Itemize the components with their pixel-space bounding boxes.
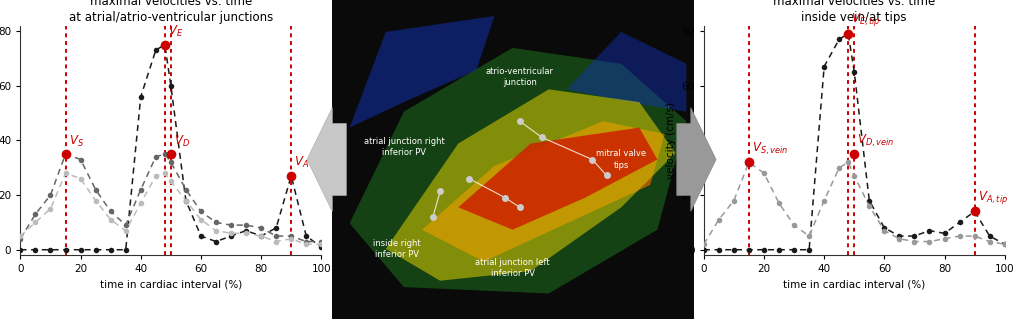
Text: $V_{D}$: $V_{D}$ <box>173 133 190 149</box>
Y-axis label: velocity (cm/s): velocity (cm/s) <box>665 102 676 179</box>
Text: $V_{S,vein}$: $V_{S,vein}$ <box>751 140 788 157</box>
FancyArrow shape <box>677 108 715 211</box>
Polygon shape <box>350 16 494 128</box>
X-axis label: time in cardiac interval (%): time in cardiac interval (%) <box>783 280 924 290</box>
Title: maximal velocities vs. time
inside vein/at tips: maximal velocities vs. time inside vein/… <box>772 0 934 24</box>
Text: $V_{E}$: $V_{E}$ <box>168 24 182 39</box>
Text: atrial junction left
inferior PV: atrial junction left inferior PV <box>475 258 549 278</box>
Text: mitral valve
tips: mitral valve tips <box>595 149 646 170</box>
Text: $V_{D,vein}$: $V_{D,vein}$ <box>856 132 894 149</box>
Text: atrio-ventricular
junction: atrio-ventricular junction <box>485 66 553 87</box>
FancyArrow shape <box>307 108 345 211</box>
Polygon shape <box>385 89 675 281</box>
Text: $V_{A,tip}$: $V_{A,tip}$ <box>976 189 1007 206</box>
Text: $V_{A}$: $V_{A}$ <box>293 155 309 170</box>
Polygon shape <box>567 32 686 112</box>
FancyBboxPatch shape <box>331 0 693 319</box>
Text: $V_{S}$: $V_{S}$ <box>68 133 84 149</box>
Polygon shape <box>350 48 686 293</box>
Text: atrial junction right
inferior PV: atrial junction right inferior PV <box>363 137 444 157</box>
Polygon shape <box>422 121 664 262</box>
Text: $V_{E,tip}$: $V_{E,tip}$ <box>851 11 880 28</box>
X-axis label: time in cardiac interval (%): time in cardiac interval (%) <box>100 280 242 290</box>
Text: inside right
inferior PV: inside right inferior PV <box>373 239 420 259</box>
Title: maximal velocities vs. time
at atrial/atrio-ventricular junctions: maximal velocities vs. time at atrial/at… <box>68 0 273 24</box>
Polygon shape <box>458 128 656 230</box>
